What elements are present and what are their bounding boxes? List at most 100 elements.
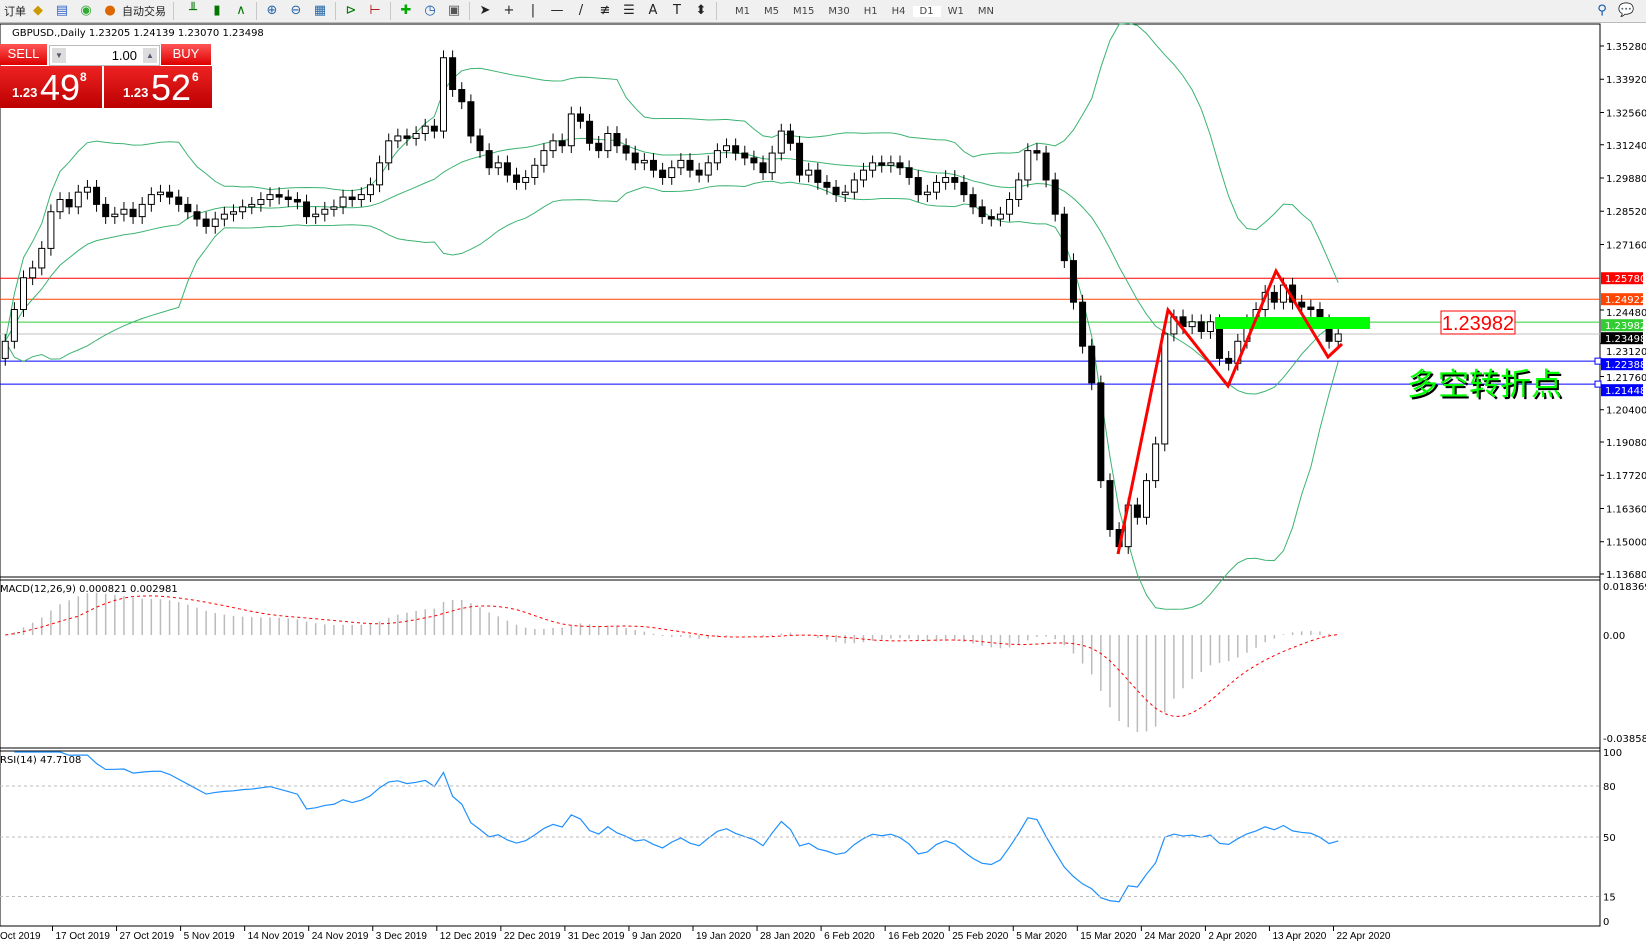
search-icon[interactable]: ⚲ [1597, 3, 1607, 18]
expert-icon[interactable]: ◆ [33, 3, 43, 18]
candle [960, 175, 968, 202]
candle-body [111, 213, 119, 218]
candle-body [558, 140, 566, 147]
candle [20, 270, 28, 317]
candle [768, 145, 776, 180]
indicators-icon[interactable]: ✚ [400, 3, 412, 18]
autotrade-button[interactable]: 自动交易 [122, 5, 166, 18]
cursor-icon[interactable]: ➤ [479, 3, 491, 18]
candle-body [814, 169, 822, 183]
candle-body [1143, 480, 1150, 518]
line-chart-icon[interactable]: ∧ [236, 3, 246, 18]
templates-icon[interactable]: ▣ [447, 3, 461, 18]
candle [878, 155, 886, 173]
hline-icon[interactable]: — [550, 3, 564, 18]
candle-body [394, 135, 402, 142]
decrease-lot-icon[interactable]: ▼ [52, 48, 66, 63]
sell-button[interactable]: SELL [0, 44, 47, 65]
timeframe-h4[interactable]: H4 [891, 5, 906, 17]
text-icon[interactable]: A [648, 3, 658, 18]
zoom-out-icon[interactable]: ⊖ [290, 3, 302, 18]
zigzag-arrow-drawing[interactable] [1116, 267, 1344, 555]
price-tag [1601, 384, 1643, 397]
candle [1069, 253, 1077, 310]
candle [439, 50, 447, 139]
candle-body [540, 150, 548, 166]
candle-body [1298, 301, 1306, 308]
zoom-in-icon[interactable]: ⊕ [266, 3, 278, 18]
candle-body [522, 177, 530, 183]
timeframe-mn[interactable]: MN [977, 5, 994, 17]
timeframe-m1[interactable]: M1 [735, 5, 750, 17]
candle [914, 170, 922, 202]
annotation-text[interactable]: 多空转折点 [1407, 367, 1562, 403]
chart-shift-icon[interactable]: ⊢ [369, 3, 381, 18]
chat-icon[interactable]: 💬 [1618, 3, 1635, 18]
candle [1106, 473, 1114, 537]
vline-icon[interactable]: | [530, 3, 536, 18]
candle-body [1033, 150, 1041, 154]
timeframe-w1[interactable]: W1 [947, 5, 964, 17]
candle [65, 192, 73, 215]
candle [558, 133, 566, 154]
candle [257, 192, 265, 212]
candle [147, 187, 155, 212]
candle [394, 128, 402, 149]
timeframe-m15[interactable]: M15 [793, 5, 815, 17]
price-axis-label: 1.32560 [1606, 108, 1646, 119]
candle [430, 118, 438, 139]
bar-chart-icon[interactable]: ╨ [189, 3, 197, 18]
candle [93, 179, 101, 212]
candle-chart-icon[interactable]: ▮ [213, 3, 221, 18]
periods-icon[interactable]: ◷ [424, 3, 436, 18]
candle-body [284, 196, 292, 201]
candle [1161, 326, 1169, 452]
candle [622, 138, 630, 161]
buy-button[interactable]: BUY [161, 44, 211, 65]
date-axis-label: 28 Jan 2020 [760, 931, 815, 942]
tile-icon[interactable]: ▦ [313, 3, 327, 18]
candle-body [859, 169, 867, 181]
candle [713, 143, 721, 171]
timeframe-m5[interactable]: M5 [764, 5, 779, 17]
lot-size-stepper[interactable]: ▼ 1.00 ▲ [49, 45, 160, 66]
candle-body [631, 152, 639, 164]
autoscroll-icon[interactable]: ⊳ [345, 3, 357, 18]
candle [905, 160, 913, 185]
candle [1270, 285, 1278, 310]
green-zone-rectangle[interactable] [1215, 317, 1370, 329]
timeframe-d1[interactable]: D1 [912, 5, 941, 17]
trendline-icon[interactable]: / [578, 3, 584, 18]
sell-price-box[interactable]: 1.23 49 8 [0, 66, 102, 108]
label-icon[interactable]: T [673, 3, 681, 18]
candle-body [622, 145, 630, 154]
candle-body [211, 218, 219, 227]
autotrade-icon[interactable]: ● [104, 3, 116, 18]
arrows-icon[interactable]: ⬍ [695, 3, 707, 18]
candle [120, 201, 128, 222]
timeframe-h1[interactable]: H1 [863, 5, 878, 17]
price-tag-label: 1.23498 [1605, 334, 1646, 345]
crosshair-icon[interactable]: + [503, 3, 515, 18]
candle-body [257, 199, 265, 205]
date-axis-label: 31 Dec 2019 [568, 931, 625, 942]
candle [969, 187, 977, 215]
fibo-icon[interactable]: ≢ [599, 3, 611, 18]
buy-price-box[interactable]: 1.23 52 6 [104, 66, 212, 108]
signal-icon[interactable]: ◉ [80, 3, 92, 18]
increase-lot-icon[interactable]: ▲ [143, 48, 157, 63]
candle-body [458, 89, 466, 103]
annotation-price-label[interactable]: 1.23982 [1442, 313, 1514, 335]
candle-body [1206, 321, 1214, 333]
candle-body [586, 120, 594, 144]
candle [823, 175, 831, 195]
timeframe-m30[interactable]: M30 [828, 5, 850, 17]
lot-size-value[interactable]: 1.00 [111, 48, 137, 63]
candle-body [83, 186, 91, 193]
navigator-icon[interactable]: ▤ [55, 3, 69, 18]
order-button[interactable]: 订单 [4, 5, 26, 18]
channel-icon[interactable]: ☰ [623, 3, 635, 18]
candle-body [485, 150, 493, 169]
candle [403, 128, 411, 146]
